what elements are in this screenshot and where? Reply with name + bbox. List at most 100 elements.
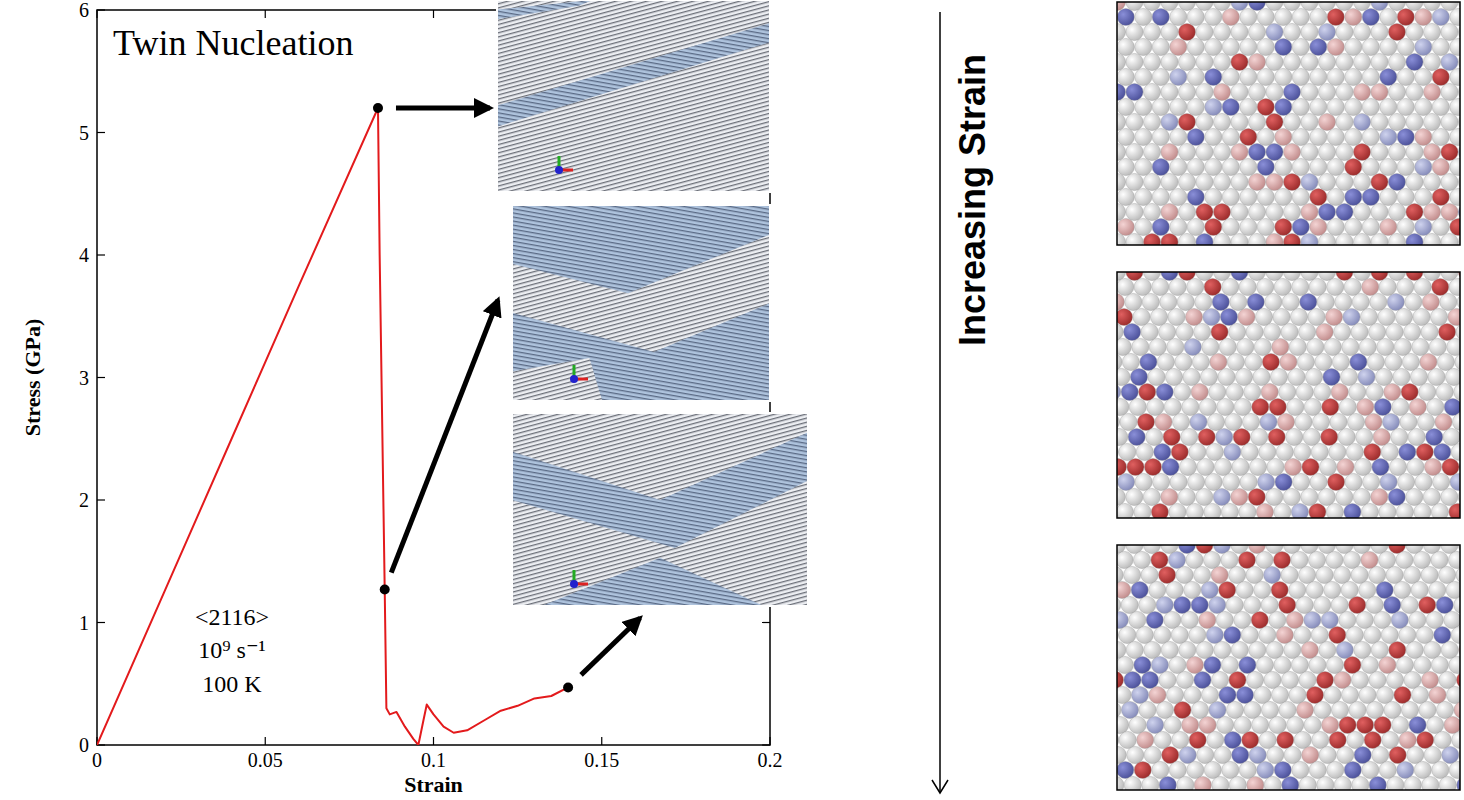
atom (1194, 671, 1211, 688)
atom (1169, 761, 1186, 778)
atom (1239, 503, 1256, 518)
atom (1292, 68, 1309, 85)
atom (1354, 746, 1371, 763)
twin-region (497, 23, 770, 127)
atom (1281, 566, 1298, 583)
atom (1351, 323, 1368, 340)
atom (1288, 368, 1305, 385)
atom (1137, 413, 1154, 430)
atom (1260, 413, 1277, 430)
atom (1352, 293, 1369, 310)
atom (1353, 173, 1370, 190)
atom (1117, 566, 1123, 583)
atom (1196, 23, 1213, 40)
atom (1406, 488, 1423, 505)
atom (1293, 473, 1310, 490)
atom (1171, 443, 1188, 460)
atom (1170, 158, 1187, 175)
atom (1147, 398, 1164, 415)
atom (1289, 581, 1306, 598)
atom (1192, 353, 1209, 370)
atom (1318, 203, 1335, 220)
atom (1240, 98, 1257, 115)
atom (1222, 98, 1239, 115)
atom (1432, 218, 1449, 235)
atom (1382, 731, 1399, 748)
atom (1344, 278, 1361, 295)
atom (1117, 338, 1131, 355)
atom (1206, 626, 1223, 643)
atom (1269, 716, 1286, 733)
atom (1301, 488, 1318, 505)
atom (1229, 566, 1246, 583)
twin-region (497, 0, 593, 19)
panel-frame (1117, 545, 1460, 790)
atom (1273, 551, 1290, 568)
atom (1187, 278, 1204, 295)
inset-image (512, 205, 770, 401)
atom (1397, 278, 1414, 295)
atom (1150, 308, 1167, 325)
atom (1338, 428, 1355, 445)
atom (1170, 128, 1187, 145)
atom (1257, 761, 1274, 778)
atom (1357, 716, 1374, 733)
atom (1450, 188, 1460, 205)
atom (1276, 443, 1293, 460)
atom (1362, 8, 1379, 25)
atom (1362, 278, 1379, 295)
atom (1187, 158, 1204, 175)
x-tick-label: 0.1 (421, 749, 446, 771)
atom (1120, 413, 1137, 430)
atom (1380, 8, 1397, 25)
atom (1174, 701, 1191, 718)
atom (1336, 23, 1353, 40)
atom (1240, 128, 1257, 145)
atom (1409, 611, 1426, 628)
atom (1236, 686, 1253, 703)
atom (1244, 596, 1261, 613)
atom (1371, 488, 1388, 505)
atom (1429, 338, 1446, 355)
atom (1151, 503, 1168, 518)
atom (1330, 413, 1347, 430)
atom (1397, 218, 1414, 235)
atom (1241, 626, 1258, 643)
atom (1454, 701, 1460, 718)
atom (1234, 716, 1251, 733)
atom (1170, 68, 1187, 85)
atom (1262, 353, 1279, 370)
atom (1353, 23, 1370, 40)
atom (1365, 413, 1382, 430)
atom (1212, 776, 1229, 790)
atom (1336, 83, 1353, 100)
atom (1356, 611, 1373, 628)
atom (1197, 458, 1214, 475)
atom (1423, 488, 1440, 505)
atom (1151, 656, 1168, 673)
atom (1121, 383, 1138, 400)
atom (1153, 473, 1170, 490)
atom (1226, 701, 1243, 718)
atom (1264, 566, 1281, 583)
y-tick (97, 254, 105, 255)
atom (1275, 218, 1292, 235)
x-tick-label: 0.15 (584, 749, 619, 771)
atom (1269, 398, 1286, 415)
atom (1117, 98, 1134, 115)
atom (1404, 566, 1421, 583)
atom (1117, 53, 1126, 70)
atom (1296, 701, 1313, 718)
atom (1434, 626, 1451, 643)
atom (1240, 158, 1257, 175)
atom (1450, 68, 1460, 85)
atom (1199, 611, 1216, 628)
atom (1331, 701, 1348, 718)
atom (1117, 128, 1134, 145)
atom (1376, 686, 1393, 703)
atom (1184, 686, 1201, 703)
y-tick-label: 3 (79, 367, 89, 389)
atom (1441, 23, 1458, 40)
atom (1394, 338, 1411, 355)
atom (1426, 611, 1443, 628)
